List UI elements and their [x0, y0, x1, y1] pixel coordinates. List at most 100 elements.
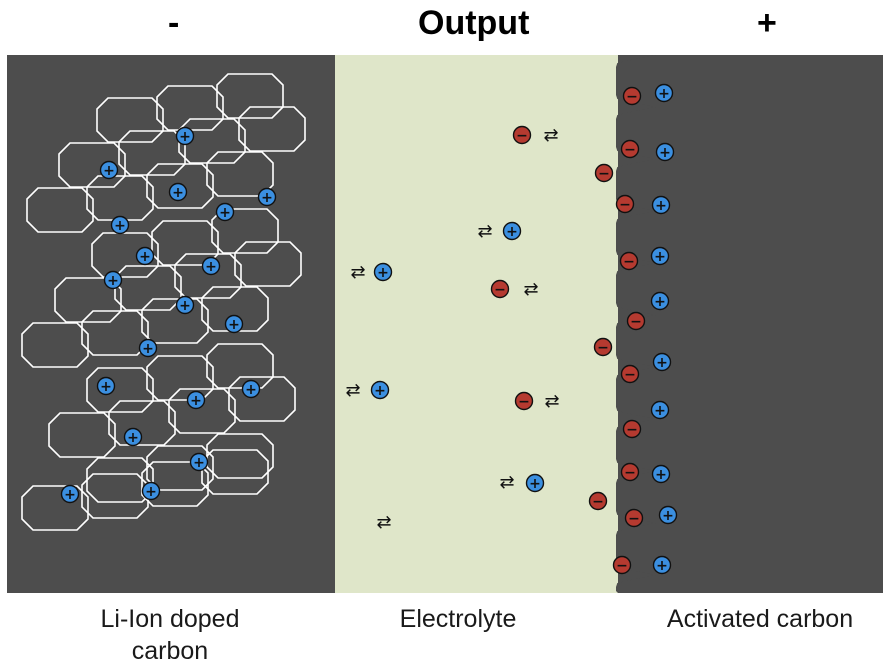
lattice-cell [96, 97, 164, 143]
svg-text:−: − [628, 511, 640, 527]
lattice-cell [86, 457, 154, 503]
lattice-cell [168, 388, 236, 434]
lattice-cell [216, 73, 284, 119]
lattice-cell [86, 367, 154, 413]
svg-text:−: − [630, 314, 642, 330]
anion-ion: − [615, 194, 635, 214]
anion-ion: − [593, 337, 613, 357]
lattice-cell [146, 445, 214, 491]
lattice-cell [48, 412, 116, 458]
cation-ion: + [175, 295, 195, 315]
svg-text:+: + [179, 298, 191, 314]
cation-ion: + [651, 195, 671, 215]
cation-ion: + [655, 142, 675, 162]
activated-carbon-label: Activated carbon [666, 605, 854, 633]
svg-text:−: − [494, 282, 506, 298]
cation-ion: + [201, 256, 221, 276]
svg-text:−: − [626, 422, 638, 438]
svg-text:+: + [662, 508, 674, 524]
lattice-cell [206, 343, 274, 389]
cation-ion: + [502, 221, 522, 241]
svg-text:+: + [377, 265, 389, 281]
li-ion-carbon-label: Li-Ion doped carbon [40, 603, 300, 667]
anion-ion: − [620, 139, 640, 159]
activated-carbon-surface [616, 55, 883, 593]
svg-text:+: + [100, 379, 112, 395]
cation-ion: + [224, 314, 244, 334]
cation-ion: + [658, 505, 678, 525]
svg-text:+: + [114, 218, 126, 234]
lattice-cell [91, 232, 159, 278]
svg-text:+: + [374, 383, 386, 399]
lattice-cell [146, 163, 214, 209]
svg-text:+: + [219, 205, 231, 221]
svg-text:−: − [616, 558, 628, 574]
svg-text:−: − [619, 197, 631, 213]
cation-ion: + [123, 427, 143, 447]
svg-text:+: + [261, 190, 273, 206]
cation-ion: + [103, 270, 123, 290]
anion-ion: − [612, 555, 632, 575]
cation-ion: + [110, 215, 130, 235]
lattice-cell [228, 376, 296, 422]
cation-ion: + [654, 83, 674, 103]
ions-layer: +++ ++++++++++ +++++ +++++++++++++++−−−−−−−… [60, 83, 678, 575]
anion-ion: − [490, 279, 510, 299]
cation-ion: + [241, 379, 261, 399]
cation-ion: + [99, 160, 119, 180]
svg-text:+: + [656, 558, 668, 574]
lattice-cell [21, 322, 89, 368]
svg-text:−: − [626, 89, 638, 105]
anion-ion: − [622, 419, 642, 439]
negative-terminal-label: - [168, 4, 180, 42]
cation-ion: + [60, 484, 80, 504]
svg-text:+: + [193, 455, 205, 471]
anion-ion: − [588, 491, 608, 511]
svg-text:+: + [659, 145, 671, 161]
cation-ion: + [189, 452, 209, 472]
lattice-cell [174, 253, 242, 299]
anion-ion: − [624, 508, 644, 528]
svg-text:+: + [654, 294, 666, 310]
output-title: Output [418, 4, 530, 42]
svg-text:+: + [529, 476, 541, 492]
anion-ion: − [620, 364, 640, 384]
cation-ion: + [652, 352, 672, 372]
lattice-cell [86, 175, 154, 221]
svg-text:+: + [64, 487, 76, 503]
lattice-cell [26, 187, 94, 233]
cation-ion: + [650, 246, 670, 266]
positive-terminal-label: + [757, 4, 777, 42]
svg-text:−: − [624, 142, 636, 158]
equilibrium-arrow: ⇄ [499, 472, 514, 493]
equilibrium-arrow: ⇄ [523, 279, 538, 300]
svg-text:−: − [624, 465, 636, 481]
cation-ion: + [215, 202, 235, 222]
svg-text:−: − [598, 166, 610, 182]
svg-text:+: + [506, 224, 518, 240]
svg-text:+: + [139, 249, 151, 265]
lattice-cell [238, 106, 306, 152]
cation-ion: + [141, 481, 161, 501]
anion-ion: − [512, 125, 532, 145]
equilibrium-arrow: ⇄ [544, 391, 559, 412]
cation-ion: + [257, 187, 277, 207]
equilibrium-arrow: ⇄ [350, 262, 365, 283]
svg-text:−: − [518, 394, 530, 410]
svg-text:+: + [205, 259, 217, 275]
lattice-cell [156, 85, 224, 131]
cation-ion: + [138, 338, 158, 358]
anion-ion: − [594, 163, 614, 183]
svg-text:+: + [127, 430, 139, 446]
svg-text:+: + [228, 317, 240, 333]
lattice-cell [234, 241, 302, 287]
lattice-cell [21, 485, 89, 531]
lattice-cell [58, 142, 126, 188]
svg-text:−: − [592, 494, 604, 510]
svg-text:+: + [172, 185, 184, 201]
li-ion-carbon-label-line2: carbon [131, 637, 209, 665]
lattice-cell [201, 286, 269, 332]
svg-text:−: − [516, 128, 528, 144]
equilibrium-arrows: ⇄ ⇄ ⇄ ⇄ ⇄ ⇄ ⇄ ⇄ [345, 125, 559, 533]
svg-text:+: + [658, 86, 670, 102]
